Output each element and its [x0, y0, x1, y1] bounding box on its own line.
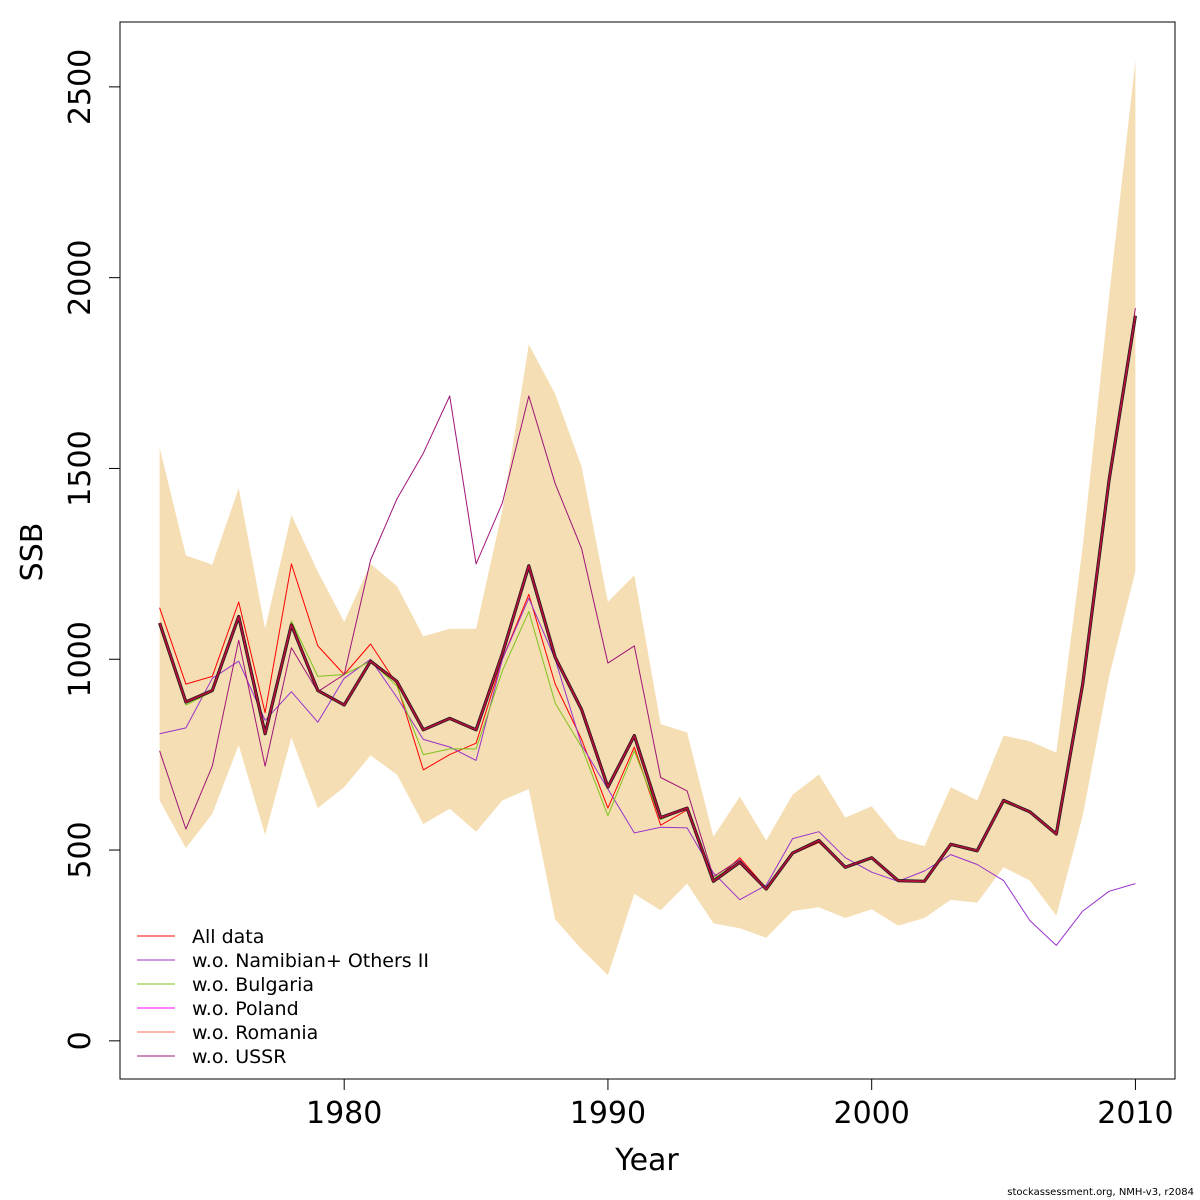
y-tick-label: 0: [63, 1031, 98, 1050]
y-tick-label: 2500: [63, 49, 98, 125]
y-axis: 0 500 1000 1500 2000 2500: [63, 49, 121, 1050]
x-axis: 1980 1990 2000 2010: [306, 1078, 1174, 1131]
x-tick-label: 2000: [834, 1096, 910, 1131]
confidence-band: [159, 60, 1136, 976]
y-tick-label: 1500: [63, 430, 98, 506]
y-tick-label: 1000: [63, 621, 98, 697]
x-tick-label: 2010: [1097, 1096, 1173, 1131]
footnote: stockassessment.org, NMH-v3, r2084: [1007, 1187, 1194, 1198]
legend-label: w.o. USSR: [192, 1046, 286, 1068]
x-tick-label: 1980: [306, 1096, 382, 1131]
x-tick-label: 1990: [570, 1096, 646, 1131]
y-tick-label: 500: [63, 821, 98, 878]
y-axis-title: SSB: [15, 523, 50, 582]
legend-label: All data: [192, 926, 264, 948]
series-line-overlay-7: [158, 315, 1137, 890]
legend-label: w.o. Namibian+ Others II: [192, 950, 429, 972]
x-axis-title: Year: [614, 1143, 679, 1178]
series-line-w-o-namibian-others-ii: [159, 597, 1136, 946]
legend-label: w.o. Bulgaria: [192, 974, 314, 996]
series-layer: [158, 308, 1137, 946]
legend-label: w.o. Romania: [192, 1022, 318, 1044]
y-tick-label: 2000: [63, 240, 98, 316]
legend-label: w.o. Poland: [192, 998, 299, 1020]
confidence-band-layer: [159, 60, 1136, 976]
